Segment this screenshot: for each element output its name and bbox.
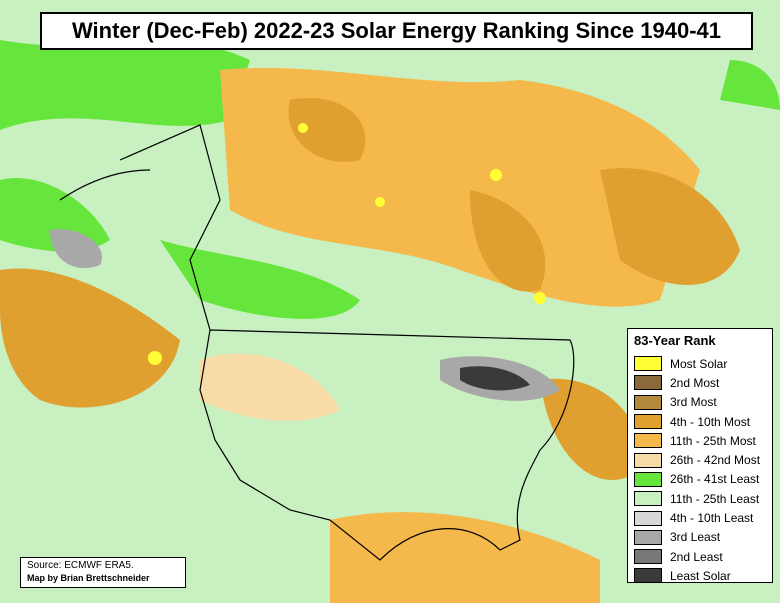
legend-label: 3rd Least bbox=[670, 530, 721, 545]
legend-label: 26th - 42nd Most bbox=[670, 453, 761, 468]
legend-rows: Most Solar 2nd Most 3rd Most 4th - 10th Mos… bbox=[634, 354, 766, 586]
legend-label: 11th - 25th Least bbox=[670, 491, 760, 506]
legend-swatch bbox=[634, 452, 662, 468]
legend-swatch bbox=[634, 510, 662, 526]
legend-item: 11th - 25th Most bbox=[634, 431, 766, 450]
legend-swatch bbox=[634, 414, 662, 430]
legend-label: Least Solar bbox=[670, 568, 731, 583]
legend-item: 26th - 42nd Most bbox=[634, 450, 766, 469]
legend-item: 4th - 10th Least bbox=[634, 508, 766, 527]
legend-label: 4th - 10th Least bbox=[670, 511, 754, 526]
source: Source: ECMWF ERA5. bbox=[27, 560, 134, 571]
legend-label: 11th - 25th Most bbox=[670, 433, 756, 448]
legend-label: 3rd Most bbox=[670, 395, 717, 410]
legend-item: Least Solar bbox=[634, 566, 766, 585]
credit: Map by Brian Brettschneider bbox=[27, 573, 150, 583]
map-title: Winter (Dec-Feb) 2022-23 Solar Energy Ra… bbox=[40, 12, 753, 50]
legend-label: 2nd Most bbox=[670, 375, 720, 390]
legend-item: 4th - 10th Most bbox=[634, 412, 766, 431]
legend-swatch bbox=[634, 433, 662, 449]
legend-item: 26th - 41st Least bbox=[634, 470, 766, 489]
legend-item: 2nd Most bbox=[634, 373, 766, 392]
legend-item: 11th - 25th Least bbox=[634, 489, 766, 508]
legend-label: Most Solar bbox=[670, 356, 728, 371]
legend-item: 2nd Least bbox=[634, 547, 766, 566]
legend-swatch bbox=[634, 549, 662, 565]
legend-label: 26th - 41st Least bbox=[670, 472, 760, 487]
legend-label: 2nd Least bbox=[670, 549, 723, 564]
legend-swatch bbox=[634, 471, 662, 487]
legend-item: 3rd Least bbox=[634, 528, 766, 547]
legend-swatch bbox=[634, 568, 662, 584]
source-box: Source: ECMWF ERA5. Map by Brian Brettsc… bbox=[20, 557, 186, 588]
legend-swatch bbox=[634, 529, 662, 545]
legend-title: 83-Year Rank bbox=[634, 333, 716, 348]
legend-label: 4th - 10th Most bbox=[670, 414, 751, 429]
legend-swatch bbox=[634, 394, 662, 410]
legend-item: 3rd Most bbox=[634, 393, 766, 412]
legend-swatch bbox=[634, 375, 662, 391]
legend-swatch bbox=[634, 491, 662, 507]
legend-swatch bbox=[634, 356, 662, 372]
legend-item: Most Solar bbox=[634, 354, 766, 373]
legend: 83-Year Rank Most Solar 2nd Most 3rd Most 4… bbox=[627, 328, 773, 586]
